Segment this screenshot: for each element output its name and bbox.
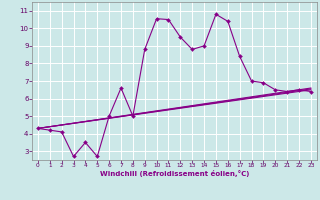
X-axis label: Windchill (Refroidissement éolien,°C): Windchill (Refroidissement éolien,°C) — [100, 170, 249, 177]
